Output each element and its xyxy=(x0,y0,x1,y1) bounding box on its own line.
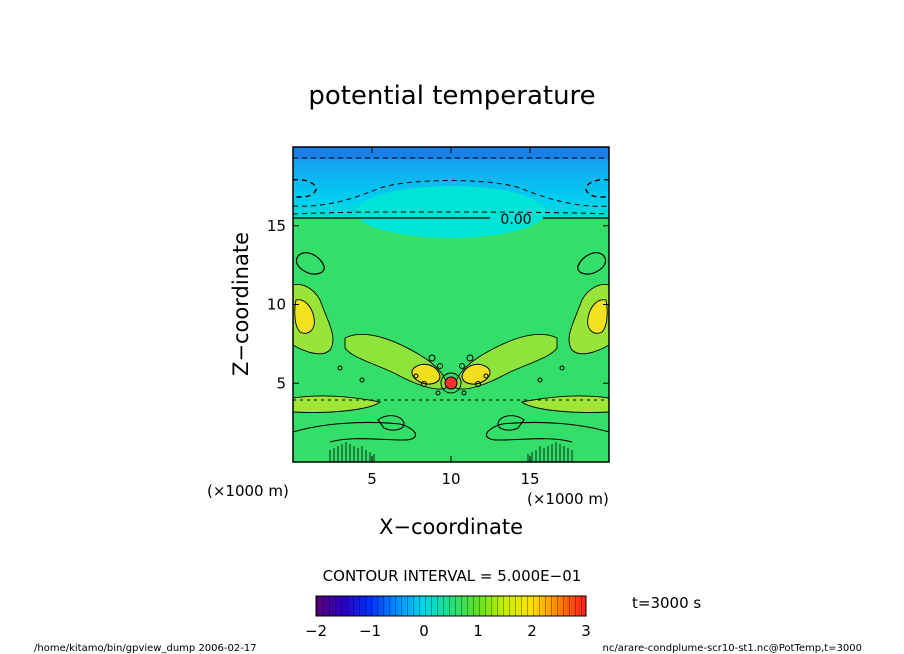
y-tick-label: 10 xyxy=(267,296,286,314)
colorbar-tick-label: 1 xyxy=(473,622,483,640)
footer-left: /home/kitamo/bin/gpview_dump 2006-02-17 xyxy=(34,643,257,654)
lower-right-contour xyxy=(485,421,609,443)
y-axis-ticks: 5 10 15 xyxy=(267,217,609,392)
dashed-contour-lower xyxy=(293,211,609,215)
right-small-eddy xyxy=(577,252,607,275)
contour-label: 0.00 xyxy=(500,212,531,228)
center-right-warm xyxy=(461,363,491,385)
colorbar-tick-label: 2 xyxy=(527,622,537,640)
y-unit-label: (×1000 m) xyxy=(207,482,289,500)
colorbar-tick-label: 0 xyxy=(419,622,429,640)
x-tick-label: 5 xyxy=(367,470,377,488)
colorbar-tick-label: −2 xyxy=(305,622,327,640)
left-warm-core xyxy=(294,299,315,334)
x-unit-label: (×1000 m) xyxy=(527,490,609,508)
upper-bulge xyxy=(356,186,546,238)
lower-right-eddy xyxy=(497,415,525,431)
y-tick-label: 15 xyxy=(267,217,286,235)
center-small-contours xyxy=(337,354,565,396)
surface-oscillations xyxy=(329,442,573,462)
chart-title: potential temperature xyxy=(308,81,595,111)
x-axis-ticks: 5 10 15 xyxy=(367,147,540,488)
left-small-eddy xyxy=(295,252,325,275)
x-axis-label: X−coordinate xyxy=(379,515,523,539)
center-hot-core xyxy=(444,376,458,390)
center-hot-ring xyxy=(440,372,462,394)
colorbar-tick-label: −1 xyxy=(359,622,381,640)
time-text: t=3000 s xyxy=(632,594,701,612)
center-left-warm xyxy=(411,363,441,385)
x-tick-label: 15 xyxy=(520,470,539,488)
colorbar-stripes xyxy=(316,596,586,616)
dashed-contour-left-eddy xyxy=(293,178,317,198)
footer-right: nc/arare-condplume-scr10-st1.nc@PotTemp,… xyxy=(603,643,862,654)
dashed-contour-right-eddy xyxy=(585,178,609,198)
contour-interval-text: CONTOUR INTERVAL = 5.000E−01 xyxy=(323,567,582,585)
y-tick-label: 5 xyxy=(276,374,286,392)
lower-left-eddy xyxy=(377,415,405,431)
y-axis-label: Z−coordinate xyxy=(229,232,253,376)
plot-area xyxy=(293,147,609,462)
colorbar-frame xyxy=(315,595,587,617)
colorbar-ticks: −2 −1 0 1 2 3 xyxy=(305,622,591,640)
colorbar-tick-label: 3 xyxy=(581,622,591,640)
x-tick-label: 10 xyxy=(441,470,460,488)
right-warm-core xyxy=(587,299,608,334)
dashed-contour-upper-bulge xyxy=(293,180,609,207)
lower-left-contour xyxy=(293,421,417,443)
